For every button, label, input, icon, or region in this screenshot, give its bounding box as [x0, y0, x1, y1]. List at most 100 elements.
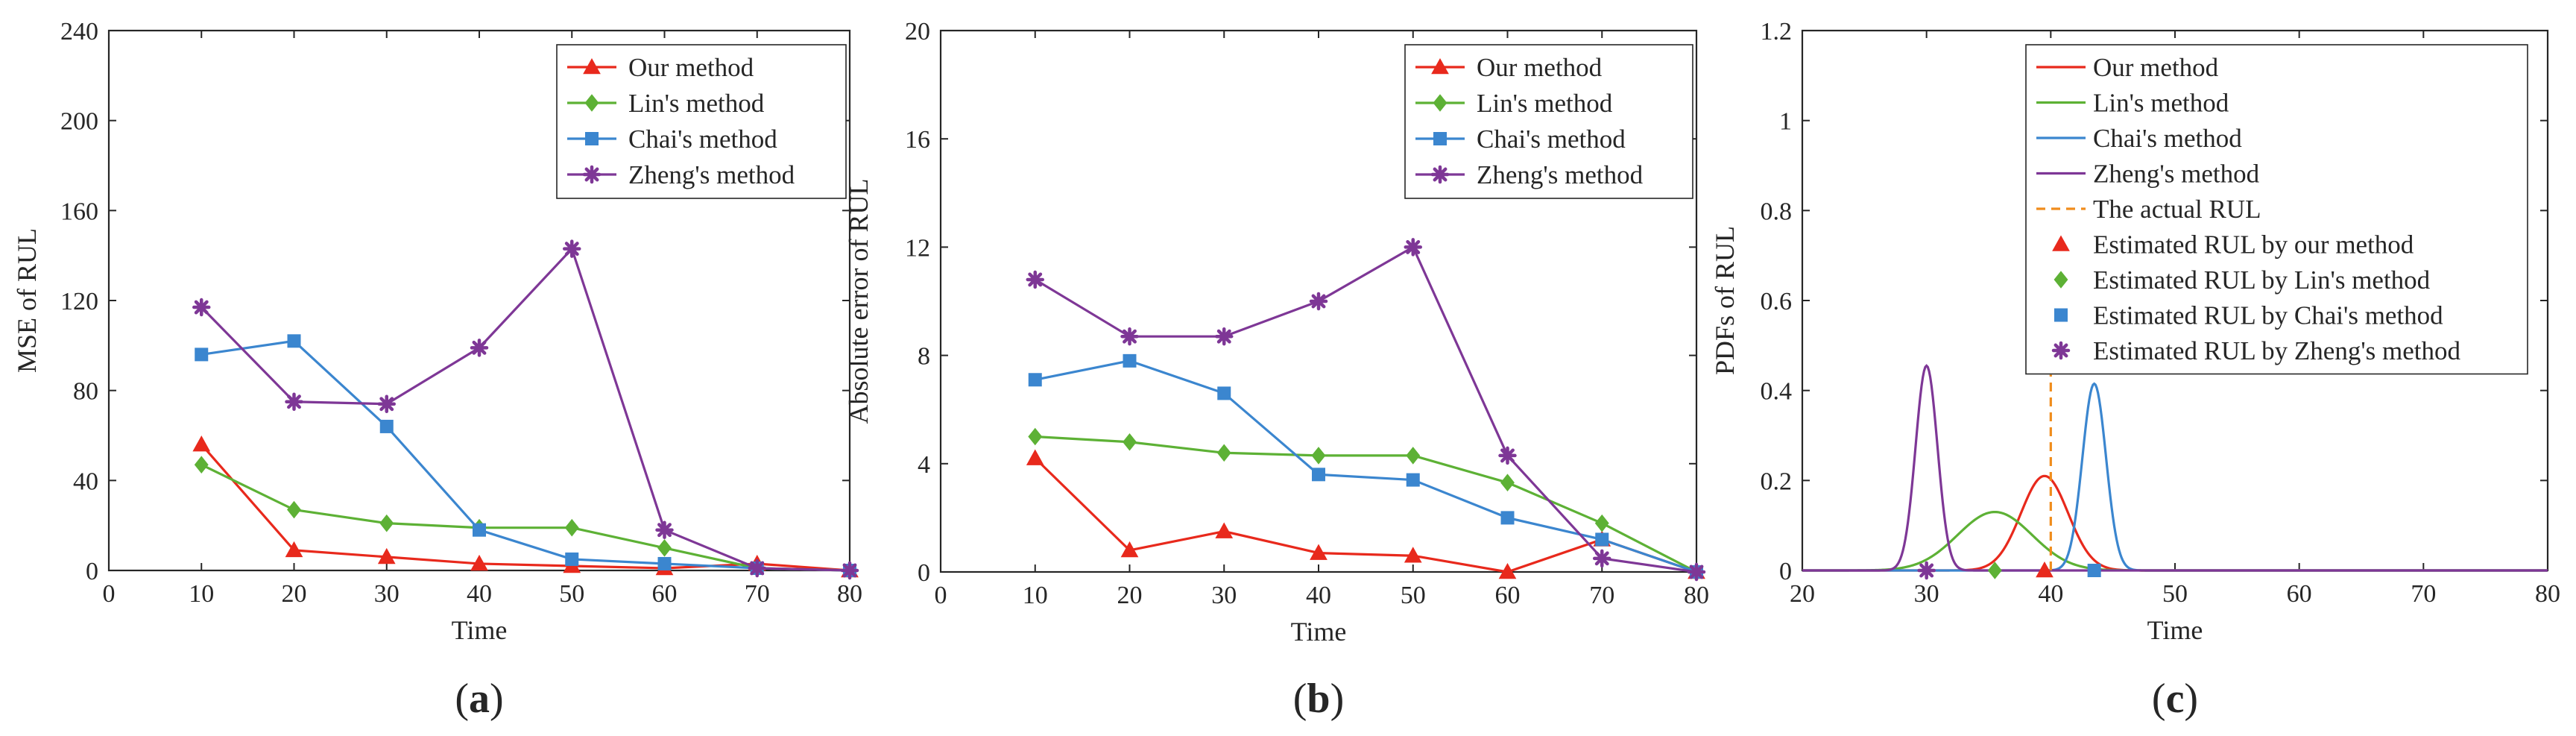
series-line — [201, 248, 850, 572]
estimate-marker — [2087, 564, 2101, 577]
series-line — [201, 463, 850, 572]
legend-box — [2025, 44, 2528, 375]
series-line — [1034, 245, 1697, 573]
series-lin-s-method — [1802, 510, 2548, 572]
y-tick-label: 80 — [73, 378, 98, 406]
data-point — [195, 347, 209, 362]
panel-label: (b) — [1293, 676, 1344, 722]
y-tick-label: 160 — [60, 198, 98, 225]
y-tick-label: 40 — [73, 468, 98, 495]
legend-label: Our method — [2093, 53, 2219, 82]
series-zheng-s-method — [1026, 238, 1706, 582]
x-tick-label: 70 — [1589, 582, 1614, 609]
legend-marker — [2052, 235, 2070, 251]
x-tick-label: 40 — [1306, 582, 1331, 609]
legend-label: Estimated RUL by Chai's method — [2093, 301, 2443, 330]
x-axis-label: Time — [452, 615, 508, 645]
x-tick-label: 60 — [652, 580, 678, 608]
data-point — [1498, 562, 1517, 579]
legend-marker — [2054, 308, 2068, 322]
series-zheng-s-method — [1802, 364, 2548, 572]
pdf-curve — [1802, 510, 2548, 572]
panel-label: (c) — [2152, 676, 2198, 722]
x-tick-label: 30 — [1211, 582, 1237, 609]
data-point — [470, 554, 488, 571]
y-tick-label: 0 — [86, 558, 98, 585]
data-point — [1595, 532, 1609, 547]
data-point — [287, 500, 301, 519]
data-point — [287, 334, 301, 348]
data-point — [1123, 353, 1137, 368]
legend-label: Our method — [628, 53, 754, 82]
y-tick-label: 0.2 — [1761, 468, 1793, 495]
data-point — [473, 523, 486, 537]
legend-marker — [1433, 94, 1448, 112]
series-zheng-s-method — [192, 239, 859, 580]
data-point — [1310, 544, 1328, 560]
legend: Our method Lin's method Chai's method Zheng… — [556, 44, 847, 199]
data-point — [1404, 238, 1422, 257]
data-point — [1216, 444, 1231, 462]
x-tick-label: 80 — [1684, 582, 1709, 609]
legend-marker — [583, 57, 601, 75]
estimate-marker — [2036, 561, 2053, 578]
series-line — [1034, 457, 1697, 573]
x-tick-label: 40 — [2038, 580, 2063, 608]
data-point — [563, 239, 581, 258]
data-point — [1026, 449, 1044, 465]
legend-marker — [1430, 165, 1450, 184]
panel-label: (a) — [455, 676, 503, 722]
legend-label: Lin's method — [2093, 89, 2229, 118]
data-point — [470, 339, 489, 357]
x-axis-label: Time — [2147, 615, 2203, 645]
data-point — [1120, 327, 1139, 346]
series-chai-s-method — [195, 334, 856, 577]
legend: Our method Lin's method Chai's method Zheng… — [1404, 44, 1693, 199]
legend-marker — [582, 165, 602, 184]
x-tick-label: 20 — [282, 580, 307, 608]
y-axis-label: MSE of RUL — [12, 228, 42, 373]
data-point — [1215, 522, 1234, 538]
x-tick-label: 50 — [2162, 580, 2188, 608]
x-tick-label: 0 — [935, 582, 947, 609]
y-tick-label: 0.8 — [1761, 198, 1793, 225]
data-point — [194, 456, 209, 474]
data-point — [1215, 327, 1234, 346]
data-point — [379, 419, 394, 433]
y-tick-label: 0 — [918, 559, 930, 587]
data-point — [285, 541, 303, 558]
series-line — [1035, 435, 1697, 573]
data-point — [285, 392, 303, 411]
y-tick-label: 200 — [60, 108, 98, 136]
x-tick-label: 60 — [1495, 582, 1521, 609]
data-point — [377, 547, 396, 564]
legend-label: The actual RUL — [2093, 195, 2261, 224]
legend-label: Zheng's method — [628, 160, 795, 189]
estimate-marker — [1917, 561, 1936, 580]
data-point — [748, 559, 766, 578]
data-point — [1311, 447, 1326, 465]
legend-box — [1404, 44, 1693, 199]
panel-b: 0 10 20 30 40 50 60 70 80 0 4 8 12 16 20 Time Absolute e… — [844, 18, 1709, 722]
y-tick-label: 240 — [60, 18, 98, 45]
legend-label: Estimated RUL by our method — [2093, 230, 2414, 260]
data-point — [192, 298, 211, 317]
x-tick-label: 80 — [837, 580, 862, 608]
legend-marker — [2051, 341, 2071, 360]
y-axis-label: Absolute error of RUL — [844, 179, 874, 424]
data-point — [1498, 446, 1517, 465]
x-tick-label: 10 — [1023, 582, 1048, 609]
legend-marker — [2053, 271, 2068, 289]
legend-label: Estimated RUL by Zheng's method — [2093, 336, 2460, 365]
x-tick-label: 60 — [2287, 580, 2312, 608]
x-tick-label: 10 — [189, 580, 214, 608]
legend-label: Estimated RUL by Lin's method — [2093, 265, 2431, 295]
data-point — [1406, 447, 1421, 465]
y-tick-label: 20 — [905, 18, 930, 45]
data-point — [564, 518, 579, 537]
y-tick-label: 0.4 — [1761, 378, 1793, 406]
legend-label: Zheng's method — [1477, 160, 1644, 189]
data-point — [1028, 373, 1042, 387]
pdf-curve — [1802, 364, 2548, 572]
